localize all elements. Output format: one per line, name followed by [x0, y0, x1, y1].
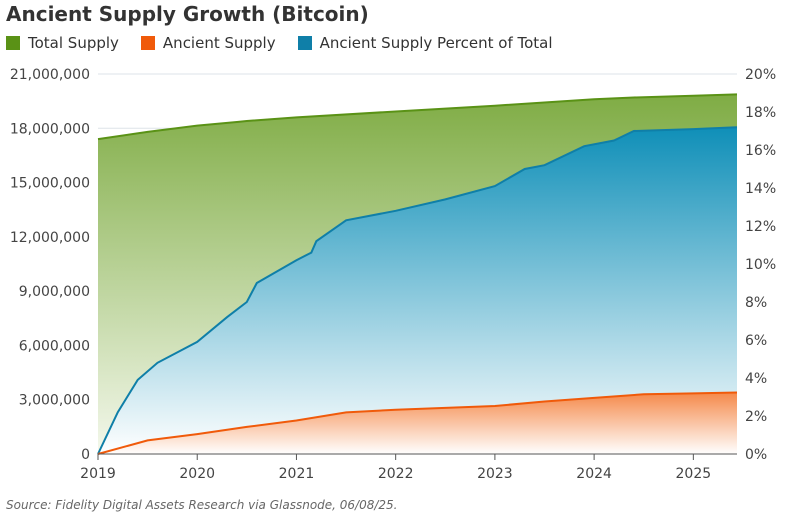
legend-label: Total Supply: [28, 34, 119, 52]
ancient-percent-line: [97, 126, 738, 455]
y-left-tick-label: 0: [81, 447, 90, 463]
y-right-tick-label: 6%: [745, 333, 767, 349]
x-tick-label: 2020: [179, 466, 215, 482]
y-right-tick-label: 0%: [745, 447, 767, 463]
y-left-tick-label: 3,000,000: [19, 393, 90, 409]
legend-swatch: [140, 36, 155, 50]
x-tick-label: 2024: [576, 466, 612, 482]
legend-label: Ancient Supply: [162, 34, 276, 52]
source-note: Source: Fidelity Digital Assets Research…: [6, 498, 398, 512]
legend-item-total-supply: Total Supply: [6, 34, 119, 52]
ancient-supply-area: [98, 392, 737, 454]
y-right-tick-label: 18%: [745, 105, 776, 121]
y-left-tick-label: 21,000,000: [10, 67, 90, 83]
y-left-tick-label: 9,000,000: [19, 284, 90, 300]
y-right-tick-label: 4%: [745, 371, 767, 387]
x-tick-label: 2023: [477, 466, 513, 482]
legend-label: Ancient Supply Percent of Total: [319, 34, 553, 52]
y-left-tick-label: 15,000,000: [10, 176, 90, 192]
y-left-tick-label: 18,000,000: [10, 121, 90, 137]
x-tick-label: 2019: [80, 466, 116, 482]
x-tick-label: 2025: [676, 466, 712, 482]
total-supply-line: [97, 93, 738, 141]
y-right-tick-label: 8%: [745, 295, 767, 311]
legend-swatch: [297, 36, 312, 50]
y-right-tick-label: 10%: [745, 257, 776, 273]
legend-item-ancient-supply: Ancient Supply: [140, 34, 276, 52]
y-left-tick-label: 12,000,000: [10, 230, 90, 246]
y-right-tick-label: 2%: [745, 409, 767, 425]
x-tick-label: 2021: [279, 466, 315, 482]
y-left-tick-label: 6,000,000: [19, 338, 90, 354]
chart-title: Ancient Supply Growth (Bitcoin): [6, 2, 369, 26]
y-right-tick-label: 14%: [745, 181, 776, 197]
ancient-supply-line: [97, 391, 738, 455]
y-right-tick-label: 16%: [745, 143, 776, 159]
y-right-tick-label: 12%: [745, 219, 776, 235]
legend-item-ancient-percent: Ancient Supply Percent of Total: [297, 34, 553, 52]
legend-swatch: [6, 36, 20, 50]
y-right-tick-label: 20%: [745, 67, 776, 83]
x-tick-label: 2022: [378, 466, 414, 482]
ancient-percent-area: [98, 127, 737, 454]
legend: Total Supply Ancient Supply Ancient Supp…: [6, 34, 553, 52]
